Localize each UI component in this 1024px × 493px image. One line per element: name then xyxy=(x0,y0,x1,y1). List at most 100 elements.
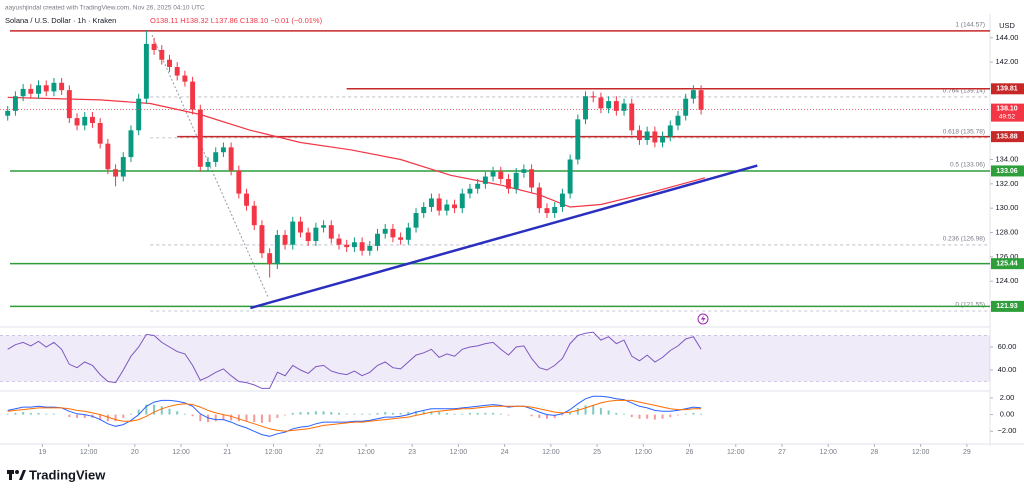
candle-body xyxy=(298,221,303,233)
candle-body xyxy=(59,82,65,91)
candle-body xyxy=(490,171,496,177)
macd-histogram-bar xyxy=(353,413,356,415)
fib-label: 1 (144.57) xyxy=(955,22,985,29)
candle-body xyxy=(66,90,72,119)
candle-body xyxy=(151,43,157,50)
y-tick-label: 60.00 xyxy=(998,342,1017,351)
logo-icon xyxy=(19,470,26,480)
x-tick-label: 24 xyxy=(501,449,509,456)
candle-body xyxy=(105,143,111,170)
macd-histogram-bar xyxy=(268,414,271,423)
x-tick-label: 21 xyxy=(223,449,231,456)
candle-body xyxy=(344,244,350,248)
alert-icon xyxy=(697,313,709,325)
logo-icon xyxy=(15,470,19,474)
macd-histogram-bar xyxy=(322,411,325,415)
macd-histogram-bar xyxy=(330,412,333,415)
macd-histogram-bar xyxy=(106,414,109,422)
macd-signal-line xyxy=(7,399,702,432)
candle-body xyxy=(43,85,49,92)
y-tick-label: 0.00 xyxy=(1000,410,1015,419)
candle-body xyxy=(220,147,226,153)
macd-histogram-bar xyxy=(153,404,156,415)
x-tick-label: 12:00 xyxy=(172,449,190,456)
last-price-label: 138.10 xyxy=(996,105,1018,112)
macd-histogram-bar xyxy=(692,412,695,415)
candle-body xyxy=(513,172,519,189)
macd-histogram-bar xyxy=(291,412,294,415)
macd-histogram-bar xyxy=(499,413,502,415)
candle-body xyxy=(51,82,57,92)
candle-body xyxy=(120,157,126,177)
candle-body xyxy=(467,188,473,194)
macd-histogram-bar xyxy=(476,412,479,415)
x-tick-label: 12:00 xyxy=(727,449,745,456)
macd-histogram-bar xyxy=(507,414,510,416)
x-tick-label: 27 xyxy=(778,449,786,456)
y-tick-label: 132.00 xyxy=(996,179,1019,188)
x-tick-label: 12:00 xyxy=(542,449,560,456)
candle-body xyxy=(328,225,334,239)
macd-histogram-bar xyxy=(553,414,556,418)
macd-histogram-bar xyxy=(99,414,102,420)
macd-histogram-bar xyxy=(576,407,579,415)
fib-label: 0.236 (126.98) xyxy=(943,236,985,243)
macd-histogram-bar xyxy=(345,413,348,415)
y-tick-label: 134.00 xyxy=(996,154,1019,163)
macd-histogram-bar xyxy=(191,414,194,417)
macd-histogram-bar xyxy=(638,414,641,419)
logo-text: TradingView xyxy=(29,467,106,482)
macd-histogram-bar xyxy=(176,411,179,415)
macd-histogram-bar xyxy=(199,414,202,422)
candle-body xyxy=(506,178,511,189)
candle-body xyxy=(660,136,666,143)
candle-body xyxy=(97,123,103,144)
candle-body xyxy=(20,88,26,97)
macd-histogram-bar xyxy=(646,414,649,419)
y-tick-label: 142.00 xyxy=(996,57,1019,66)
candle-body xyxy=(167,59,172,68)
fib-label: 0.5 (133.06) xyxy=(950,162,985,169)
candle-body xyxy=(367,245,373,251)
candle-body xyxy=(475,183,481,189)
macd-histogram-bar xyxy=(438,412,441,415)
candle-body xyxy=(559,193,565,207)
macd-histogram-bar xyxy=(137,409,140,415)
candle-body xyxy=(482,176,488,184)
x-tick-label: 12:00 xyxy=(912,449,930,456)
macd-histogram-bar xyxy=(461,413,464,415)
y-tick-label: 126.00 xyxy=(996,252,1019,261)
candle-body xyxy=(305,232,311,242)
candle-body xyxy=(359,242,365,251)
candle-body xyxy=(74,118,80,126)
candle-body xyxy=(267,253,273,265)
candle-body xyxy=(36,85,41,94)
y-tick-label: −2.00 xyxy=(998,426,1017,435)
candle-body xyxy=(182,75,188,82)
macd-histogram-bar xyxy=(407,412,410,415)
macd-histogram-bar xyxy=(145,404,148,415)
trendline xyxy=(250,164,758,310)
candle-body xyxy=(197,109,203,167)
macd-histogram-bar xyxy=(422,411,425,415)
x-tick-label: 20 xyxy=(131,449,139,456)
candle-body xyxy=(274,234,280,265)
candle-body xyxy=(421,206,427,214)
macd-histogram-bar xyxy=(538,414,541,418)
x-tick-label: 26 xyxy=(686,449,694,456)
candle-body xyxy=(205,161,211,167)
candle-body xyxy=(12,96,18,111)
candle-body xyxy=(190,81,196,110)
candle-body xyxy=(444,204,450,211)
level-badge-label: 121.93 xyxy=(996,303,1018,310)
candle-body xyxy=(89,116,95,123)
x-tick-label: 12:00 xyxy=(635,449,653,456)
fib-label: 0.764 (139.14) xyxy=(943,88,985,95)
candle-body xyxy=(382,228,388,234)
level-badge-label: 125.44 xyxy=(996,261,1018,268)
macd-histogram-bar xyxy=(230,414,233,421)
y-tick-label: 130.00 xyxy=(996,203,1019,212)
macd-histogram-bar xyxy=(599,407,602,415)
macd-histogram-bar xyxy=(684,413,687,415)
candle-body xyxy=(251,205,257,226)
